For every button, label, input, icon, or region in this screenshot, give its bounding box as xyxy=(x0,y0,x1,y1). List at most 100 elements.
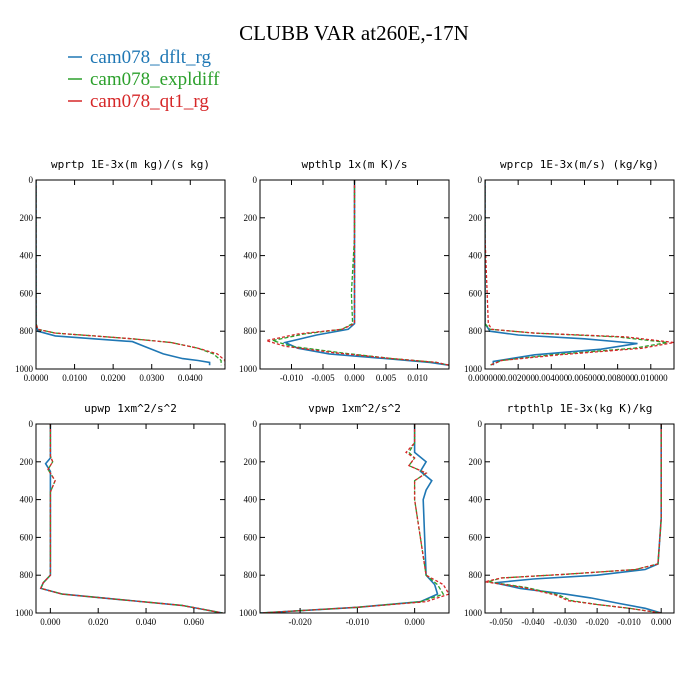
y-tick-label: 0 xyxy=(478,419,483,429)
series-line-2 xyxy=(485,180,674,366)
x-tick-label: 0.0300 xyxy=(139,373,164,383)
x-tick-label: 0.002000 xyxy=(501,373,535,383)
x-tick-label: 0.000 xyxy=(40,617,61,627)
y-tick-label: 800 xyxy=(20,326,34,336)
y-tick-label: 0 xyxy=(253,175,258,185)
legend-label-expldiff: cam078_expldiff xyxy=(90,69,220,90)
y-tick-label: 400 xyxy=(20,495,34,505)
y-tick-label: 0 xyxy=(253,419,258,429)
x-tick-label: 0.000 xyxy=(405,617,426,627)
x-tick-label: -0.010 xyxy=(346,617,370,627)
legend-entry-qt1: cam078_qt1_rg xyxy=(68,91,209,112)
y-tick-label: 1000 xyxy=(239,364,258,374)
panel-5: rtpthlp 1E-3x(kg K)/kg -0.050 -0.040 -0.030… xyxy=(464,402,675,627)
x-tick-label: -0.020 xyxy=(585,617,609,627)
y-tick-label: 200 xyxy=(20,213,34,223)
y-tick-label: 200 xyxy=(244,213,258,223)
y-tick-label: 600 xyxy=(244,532,258,542)
legend-label-qt1: cam078_qt1_rg xyxy=(90,91,209,112)
y-tick-label: 200 xyxy=(244,457,258,467)
series-line-2 xyxy=(266,180,449,366)
plot-frame xyxy=(259,423,450,614)
plot-frame xyxy=(484,423,675,614)
x-tick-label: 0.0200 xyxy=(101,373,126,383)
panels: wprtp 1E-3x(m kg)/(s kg)0.0000 0.0100 0.02… xyxy=(15,158,675,627)
series-line-1 xyxy=(488,424,662,613)
y-tick-label: 800 xyxy=(244,570,258,580)
panel-title: rtpthlp 1E-3x(kg K)/kg xyxy=(507,402,653,415)
y-tick-label: 400 xyxy=(20,251,34,261)
y-tick-label: 200 xyxy=(20,457,34,467)
x-tick-label: -0.050 xyxy=(489,617,513,627)
series-line-0 xyxy=(282,180,449,366)
legend-entry-dflt: cam078_dflt_rg xyxy=(68,47,212,68)
y-tick-label: 400 xyxy=(469,251,483,261)
x-tick-label: 0.0000 xyxy=(24,373,49,383)
x-tick-label: -0.010 xyxy=(618,617,642,627)
panel-2: wprcp 1E-3x(m/s) (kg/kg) 0.000000 0.002000… xyxy=(464,158,675,383)
x-tick-label: 0.000000 xyxy=(468,373,502,383)
x-tick-label: 0.008000 xyxy=(601,373,635,383)
x-tick-label: -0.005 xyxy=(311,373,335,383)
plot-frame xyxy=(484,179,675,370)
panel-4: vpwp 1xm^2/s^2 -0.020 -0.010 0.000 0 200 400 60… xyxy=(239,402,450,627)
panel-title: wprtp 1E-3x(m kg)/(s kg) xyxy=(51,158,210,171)
x-tick-label: 0.000 xyxy=(344,373,365,383)
panel-title: upwp 1xm^2/s^2 xyxy=(84,402,177,415)
x-tick-label: -0.020 xyxy=(288,617,312,627)
y-tick-label: 600 xyxy=(469,532,483,542)
x-tick-label: 0.0100 xyxy=(62,373,87,383)
legend-label-dflt: cam078_dflt_rg xyxy=(90,47,212,68)
series-line-0 xyxy=(39,424,223,613)
x-tick-label: -0.040 xyxy=(521,617,545,627)
y-tick-label: 400 xyxy=(244,495,258,505)
y-tick-label: 200 xyxy=(469,457,483,467)
series-line-1 xyxy=(260,424,445,613)
legend: cam078_dflt_rg cam078_expldiff cam078_qt… xyxy=(68,47,220,112)
x-tick-label: 0.0400 xyxy=(178,373,203,383)
series-line-0 xyxy=(485,180,638,366)
panel-title: vpwp 1xm^2/s^2 xyxy=(308,402,401,415)
panel-3: upwp 1xm^2/s^2 0.000 0.020 0.040 0.060 0 200 40… xyxy=(15,402,226,627)
y-tick-label: 1000 xyxy=(15,364,34,374)
y-tick-label: 600 xyxy=(244,288,258,298)
series-line-1 xyxy=(39,424,223,613)
x-tick-label: 0.010 xyxy=(407,373,428,383)
y-tick-label: 400 xyxy=(244,251,258,261)
y-tick-label: 1000 xyxy=(15,608,34,618)
x-tick-label: 0.020 xyxy=(88,617,109,627)
x-tick-label: -0.030 xyxy=(553,617,577,627)
series-line-0 xyxy=(494,424,663,613)
x-tick-label: 0.005 xyxy=(376,373,397,383)
series-line-1 xyxy=(272,180,449,366)
series-line-2 xyxy=(485,424,662,613)
x-tick-label: 0.000 xyxy=(651,617,672,627)
y-tick-label: 800 xyxy=(20,570,34,580)
y-tick-label: 800 xyxy=(469,570,483,580)
panel-title: wpthlp 1x(m K)/s xyxy=(302,158,408,171)
series-line-2 xyxy=(39,424,223,613)
y-tick-label: 1000 xyxy=(464,364,483,374)
panel-0: wprtp 1E-3x(m kg)/(s kg) 0.0000 0.0100 0.02… xyxy=(15,158,226,383)
x-tick-label: -0.010 xyxy=(280,373,304,383)
legend-entry-expldiff: cam078_expldiff xyxy=(68,69,220,90)
y-tick-label: 200 xyxy=(469,213,483,223)
y-tick-label: 400 xyxy=(469,495,483,505)
y-tick-label: 1000 xyxy=(464,608,483,618)
series-line-1 xyxy=(36,180,222,366)
y-tick-label: 1000 xyxy=(239,608,258,618)
plot-frame xyxy=(35,423,226,614)
panel-title: wprcp 1E-3x(m/s) (kg/kg) xyxy=(500,158,659,171)
y-tick-label: 600 xyxy=(20,288,34,298)
x-tick-label: 0.040 xyxy=(136,617,157,627)
x-tick-label: 0.006000 xyxy=(568,373,602,383)
y-tick-label: 800 xyxy=(244,326,258,336)
series-line-0 xyxy=(260,424,439,613)
series-line-1 xyxy=(485,180,668,366)
x-tick-label: 0.060 xyxy=(184,617,205,627)
y-tick-label: 600 xyxy=(20,532,34,542)
y-tick-label: 0 xyxy=(29,175,34,185)
y-tick-label: 0 xyxy=(29,419,34,429)
x-tick-label: 0.004000 xyxy=(534,373,568,383)
